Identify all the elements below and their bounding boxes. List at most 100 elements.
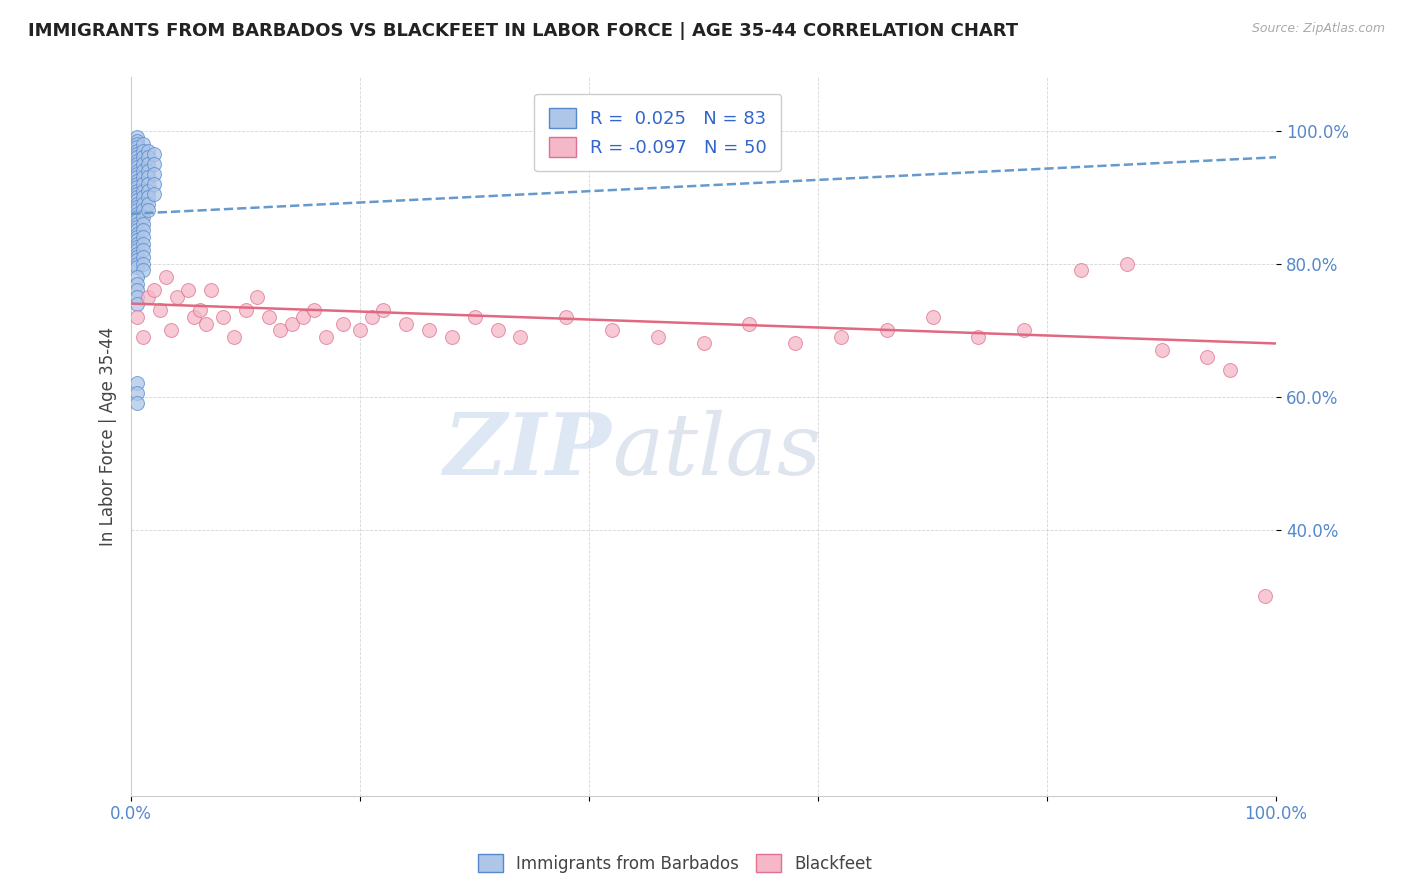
Point [125, 227, 148, 241]
Point [125, 277, 148, 291]
Point [138, 170, 160, 185]
Point [360, 310, 382, 324]
Point [125, 194, 148, 208]
Point [125, 296, 148, 310]
Point [131, 170, 153, 185]
Point [555, 310, 578, 324]
Point [692, 336, 714, 351]
Point [1116, 257, 1139, 271]
Point [509, 330, 531, 344]
Point [138, 144, 160, 158]
Point [125, 257, 148, 271]
Point [876, 323, 898, 337]
Point [125, 147, 148, 161]
Point [830, 330, 852, 344]
Point [125, 196, 148, 211]
Point [1253, 589, 1275, 603]
Text: Source: ZipAtlas.com: Source: ZipAtlas.com [1251, 22, 1385, 36]
Point [143, 283, 166, 297]
Point [125, 200, 148, 214]
Point [125, 290, 148, 304]
Point [125, 246, 148, 260]
Y-axis label: In Labor Force | Age 35-44: In Labor Force | Age 35-44 [100, 327, 117, 546]
Point [149, 303, 172, 318]
Point [125, 134, 148, 148]
Point [200, 283, 222, 297]
Point [125, 160, 148, 174]
Point [194, 317, 217, 331]
Point [138, 190, 160, 204]
Point [131, 330, 153, 344]
Point [131, 263, 153, 277]
Point [131, 230, 153, 244]
Point [125, 207, 148, 221]
Point [464, 310, 486, 324]
Point [1197, 350, 1219, 364]
Text: IMMIGRANTS FROM BARBADOS VS BLACKFEET IN LABOR FORCE | AGE 35-44 CORRELATION CHA: IMMIGRANTS FROM BARBADOS VS BLACKFEET IN… [28, 22, 1018, 40]
Point [125, 240, 148, 254]
Text: atlas: atlas [612, 409, 821, 492]
Point [143, 186, 166, 201]
Point [131, 136, 153, 151]
Point [125, 180, 148, 194]
Point [235, 303, 257, 318]
Point [125, 136, 148, 151]
Point [1150, 343, 1173, 358]
Point [246, 290, 269, 304]
Point [125, 153, 148, 168]
Point [131, 184, 153, 198]
Point [138, 150, 160, 164]
Point [211, 310, 233, 324]
Point [304, 303, 326, 318]
Point [138, 203, 160, 218]
Point [125, 217, 148, 231]
Point [125, 220, 148, 235]
Point [125, 253, 148, 268]
Point [131, 223, 153, 237]
Point [125, 233, 148, 247]
Point [418, 323, 440, 337]
Point [131, 244, 153, 258]
Point [125, 170, 148, 185]
Point [131, 144, 153, 158]
Point [138, 290, 160, 304]
Point [125, 173, 148, 187]
Point [125, 250, 148, 264]
Point [131, 210, 153, 224]
Point [131, 217, 153, 231]
Point [131, 196, 153, 211]
Point [125, 283, 148, 297]
Point [332, 317, 354, 331]
Point [1012, 323, 1035, 337]
Point [440, 330, 463, 344]
Point [131, 203, 153, 218]
Point [269, 323, 291, 337]
Point [143, 157, 166, 171]
Point [125, 144, 148, 158]
Point [125, 223, 148, 237]
Point [131, 236, 153, 251]
Point [125, 213, 148, 227]
Point [177, 283, 200, 297]
Point [131, 257, 153, 271]
Point [257, 310, 280, 324]
Point [647, 330, 669, 344]
Point [143, 167, 166, 181]
Point [155, 270, 177, 285]
Point [125, 163, 148, 178]
Point [138, 157, 160, 171]
Point [131, 163, 153, 178]
Point [125, 177, 148, 191]
Point [349, 323, 371, 337]
Point [125, 260, 148, 274]
Point [280, 317, 302, 331]
Point [138, 163, 160, 178]
Point [125, 157, 148, 171]
Point [188, 303, 211, 318]
Point [600, 323, 623, 337]
Legend: Immigrants from Barbados, Blackfeet: Immigrants from Barbados, Blackfeet [471, 847, 879, 880]
Point [125, 150, 148, 164]
Point [166, 290, 188, 304]
Point [143, 177, 166, 191]
Point [738, 317, 761, 331]
